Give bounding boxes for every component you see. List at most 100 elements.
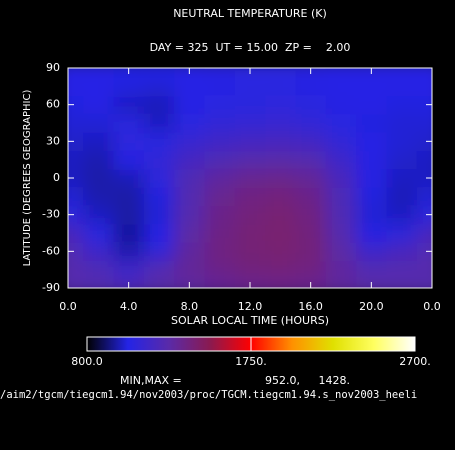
heatmap-cell bbox=[68, 77, 84, 96]
heatmap-cell bbox=[113, 113, 145, 133]
heatmap-cell bbox=[386, 68, 418, 78]
heatmap-cell bbox=[204, 150, 236, 170]
minmax-label: MIN,MAX = bbox=[120, 374, 182, 387]
heatmap-cell bbox=[265, 223, 296, 243]
y-tick-label: 90 bbox=[46, 61, 60, 74]
heatmap-cell bbox=[143, 77, 175, 96]
heatmap-cell bbox=[68, 187, 84, 206]
y-axis-label: LATITUDE (DEGREES GEOGRAPHIC) bbox=[22, 90, 33, 267]
heatmap-cell bbox=[265, 242, 296, 261]
heatmap-cell bbox=[174, 168, 205, 188]
heatmap-cell bbox=[416, 150, 432, 170]
heatmap-cell bbox=[174, 187, 205, 206]
heatmap-cell bbox=[83, 223, 114, 243]
heatmap-cell bbox=[83, 187, 114, 206]
chart-title: NEUTRAL TEMPERATURE (K) bbox=[173, 7, 327, 20]
heatmap-cell bbox=[204, 132, 236, 151]
x-tick-label: 4.0 bbox=[120, 300, 138, 313]
heatmap-cell bbox=[83, 168, 114, 188]
heatmap-cell bbox=[386, 242, 418, 261]
heatmap-cell bbox=[386, 260, 418, 280]
heatmap-cell bbox=[204, 223, 236, 243]
heatmap-cell bbox=[325, 113, 357, 133]
heatmap-cell bbox=[234, 77, 266, 96]
heatmap-cell bbox=[234, 223, 266, 243]
heatmap-cell bbox=[204, 205, 236, 225]
colorbar-tick-label: 800.0 bbox=[71, 355, 103, 368]
heatmap-cell bbox=[204, 113, 236, 133]
chart-subtitle: DAY = 325 UT = 15.00 ZP = 2.00 bbox=[150, 41, 351, 54]
heatmap-cell bbox=[325, 132, 357, 151]
y-tick-label: -30 bbox=[42, 208, 60, 221]
heatmap-cells bbox=[68, 68, 432, 288]
heatmap-cell bbox=[386, 278, 418, 288]
heatmap-cell bbox=[68, 113, 84, 133]
heatmap-cell bbox=[68, 95, 84, 115]
heatmap-cell bbox=[325, 95, 357, 115]
heatmap-cell bbox=[204, 260, 236, 280]
heatmap-cell bbox=[416, 223, 432, 243]
heatmap-cell bbox=[143, 260, 175, 280]
colorbar-tick-label: 2700. bbox=[399, 355, 431, 368]
heatmap-cell bbox=[356, 113, 387, 133]
heatmap-cell bbox=[325, 68, 357, 78]
heatmap-cell bbox=[325, 150, 357, 170]
heatmap-cell bbox=[83, 150, 114, 170]
heatmap-cell bbox=[68, 168, 84, 188]
heatmap-cell bbox=[265, 187, 296, 206]
x-tick-label: 12.0 bbox=[238, 300, 263, 313]
heatmap-cell bbox=[83, 260, 114, 280]
heatmap-cell bbox=[204, 187, 236, 206]
heatmap-cell bbox=[356, 205, 387, 225]
heatmap-cell bbox=[234, 113, 266, 133]
heatmap-cell bbox=[386, 95, 418, 115]
heatmap-cell bbox=[295, 95, 327, 115]
heatmap-cell bbox=[295, 205, 327, 225]
max-value: 1428. bbox=[319, 374, 351, 387]
heatmap-cell bbox=[386, 150, 418, 170]
heatmap-cell bbox=[416, 168, 432, 188]
heatmap-cell bbox=[386, 77, 418, 96]
heatmap-cell bbox=[143, 168, 175, 188]
heatmap-cell bbox=[204, 278, 236, 288]
heatmap-cell bbox=[325, 77, 357, 96]
heatmap-cell bbox=[204, 77, 236, 96]
heatmap-cell bbox=[265, 132, 296, 151]
heatmap-cell bbox=[386, 205, 418, 225]
heatmap-cell bbox=[143, 150, 175, 170]
y-tick-label: 0 bbox=[53, 171, 60, 184]
min-value: 952.0, bbox=[265, 374, 300, 387]
heatmap-cell bbox=[143, 68, 175, 78]
heatmap-cell bbox=[356, 168, 387, 188]
heatmap-cell bbox=[265, 168, 296, 188]
heatmap-cell bbox=[68, 132, 84, 151]
heatmap-cell bbox=[113, 223, 145, 243]
heatmap-cell bbox=[113, 132, 145, 151]
heatmap-cell bbox=[234, 187, 266, 206]
heatmap-cell bbox=[416, 132, 432, 151]
heatmap-cell bbox=[83, 132, 114, 151]
heatmap-cell bbox=[356, 187, 387, 206]
heatmap-cell bbox=[68, 242, 84, 261]
heatmap-cell bbox=[143, 278, 175, 288]
heatmap-cell bbox=[386, 132, 418, 151]
heatmap-cell bbox=[295, 77, 327, 96]
heatmap-cell bbox=[265, 113, 296, 133]
heatmap-cell bbox=[204, 168, 236, 188]
heatmap-cell bbox=[143, 187, 175, 206]
heatmap-cell bbox=[68, 150, 84, 170]
heatmap-cell bbox=[265, 150, 296, 170]
heatmap-cell bbox=[143, 223, 175, 243]
heatmap-cell bbox=[356, 260, 387, 280]
heatmap-cell bbox=[295, 260, 327, 280]
heatmap-cell bbox=[295, 168, 327, 188]
x-tick-label: 0.0 bbox=[59, 300, 77, 313]
x-tick-label: 8.0 bbox=[181, 300, 199, 313]
heatmap-cell bbox=[234, 242, 266, 261]
colorbar-tick-label: 1750. bbox=[235, 355, 267, 368]
heatmap-cell bbox=[113, 150, 145, 170]
heatmap-cell bbox=[143, 95, 175, 115]
heatmap-cell bbox=[356, 95, 387, 115]
heatmap-cell bbox=[265, 68, 296, 78]
heatmap-cell bbox=[325, 223, 357, 243]
